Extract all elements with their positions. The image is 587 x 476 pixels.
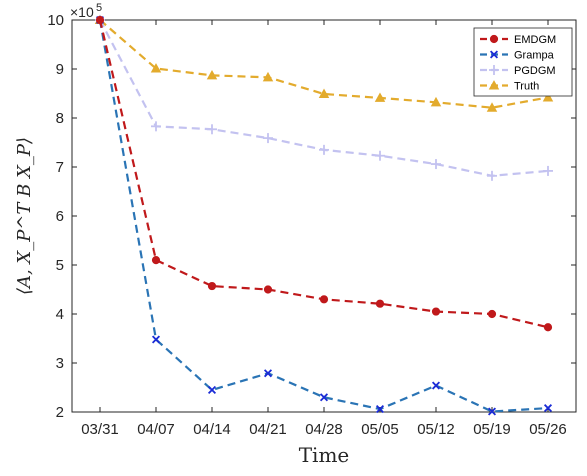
- legend-label: PGDGM: [514, 65, 556, 77]
- legend-marker: [488, 80, 500, 90]
- data-point-stroke: [431, 381, 441, 390]
- y-axis-label: ⟨A, X_P^T B X_P⟩: [14, 137, 35, 295]
- data-point: [319, 295, 329, 304]
- data-point: [151, 335, 161, 344]
- legend-marker: [489, 50, 499, 59]
- data-point: [375, 405, 385, 414]
- data-point: [151, 121, 161, 132]
- legend-label: Grampa: [514, 50, 555, 62]
- series-emdgm: [95, 15, 553, 332]
- x-tick-label: 05/12: [417, 421, 455, 438]
- data-point: [263, 369, 273, 378]
- series-line: [99, 19, 549, 109]
- data-point-stroke: [207, 385, 217, 394]
- data-point: [263, 285, 273, 294]
- x-tick-label: 04/14: [193, 421, 231, 438]
- data-point: [487, 309, 497, 319]
- data-point: [206, 69, 218, 80]
- data-point: [543, 323, 553, 332]
- y-tick-label: 4: [56, 306, 64, 323]
- data-point: [207, 385, 217, 394]
- y-tick-label: 3: [56, 355, 64, 372]
- data-point: [95, 15, 105, 25]
- data-point: [375, 299, 385, 308]
- legend-item: Truth: [480, 80, 539, 93]
- legend-item: PGDGM: [480, 65, 556, 77]
- data-point: [542, 91, 554, 102]
- data-point-stroke: [319, 393, 329, 402]
- x-tick-label: 05/26: [529, 421, 567, 438]
- data-point: [431, 381, 441, 390]
- y-tick-label: 7: [56, 159, 64, 176]
- data-point: [431, 159, 441, 170]
- y-tick-label: 9: [56, 61, 64, 78]
- y-tick-label: 6: [56, 208, 64, 225]
- data-point-stroke: [375, 405, 385, 414]
- legend-marker: [489, 34, 499, 44]
- data-point: [318, 88, 330, 99]
- data-point: [263, 133, 273, 144]
- data-point: [319, 144, 329, 155]
- legend: EMDGM Grampa PGDGM Truth: [473, 27, 573, 97]
- legend-marker-stroke: [489, 50, 499, 59]
- x-tick-label: 05/19: [473, 421, 511, 438]
- data-point-stroke: [263, 369, 273, 378]
- data-point: [486, 102, 498, 112]
- data-point: [150, 63, 162, 73]
- data-point: [319, 393, 329, 402]
- x-axis-label: Time: [299, 443, 350, 467]
- y-tick-label: 5: [56, 257, 64, 274]
- data-point: [207, 124, 217, 135]
- y-tick-label: 2: [56, 404, 64, 421]
- y-exponent-label: ×10: [70, 4, 94, 20]
- x-tick-label: 04/21: [249, 421, 287, 438]
- legend-marker: [489, 65, 499, 75]
- series-layer: [94, 14, 554, 416]
- data-point: [374, 92, 386, 102]
- data-point: [151, 256, 161, 265]
- data-point: [543, 165, 553, 176]
- data-point: [430, 96, 442, 107]
- data-point-stroke: [487, 407, 497, 416]
- legend-item: Grampa: [480, 50, 555, 62]
- data-point: [543, 404, 553, 413]
- data-point: [487, 407, 497, 416]
- legend-item: EMDGM: [480, 34, 556, 46]
- x-tick-label: 04/07: [137, 421, 175, 438]
- series-grampa: [95, 15, 553, 416]
- x-tick-label: 04/28: [305, 421, 343, 438]
- axes: 2 3 4 5 6 7 8 9 10 03/31 04/07 04/14 04/21 04/28 05/05…: [14, 2, 577, 467]
- y-tick-label: 8: [56, 110, 64, 127]
- data-point: [262, 71, 274, 82]
- series-line: [98, 19, 549, 413]
- legend-label: EMDGM: [514, 34, 556, 46]
- y-exponent-power: 5: [96, 2, 102, 14]
- data-point-stroke: [151, 335, 161, 344]
- data-point: [207, 281, 217, 291]
- x-tick-label: 03/31: [81, 421, 119, 438]
- data-point-stroke: [543, 404, 553, 413]
- data-point: [375, 150, 385, 161]
- data-point: [487, 170, 497, 181]
- legend-label: Truth: [514, 81, 539, 93]
- x-tick-label: 05/05: [361, 421, 399, 438]
- y-tick-label: 10: [47, 12, 64, 29]
- data-point: [431, 307, 441, 316]
